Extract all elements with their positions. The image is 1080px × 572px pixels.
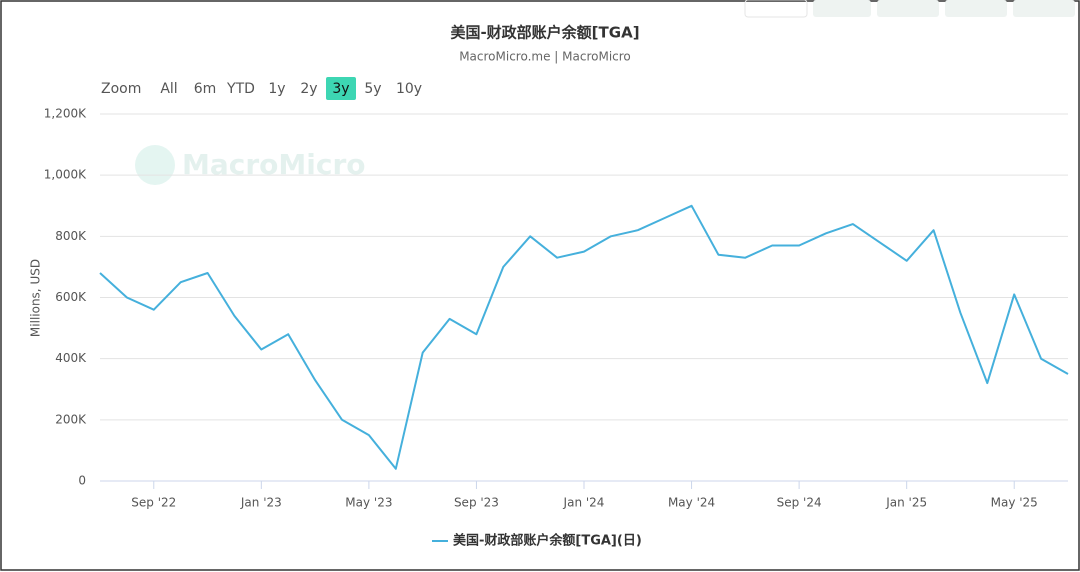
y-tick-label: 0 (78, 474, 86, 488)
y-axis-label: Millions, USD (29, 259, 43, 337)
y-tick-label: 800K (55, 229, 87, 243)
watermark: MacroMicro (182, 148, 366, 181)
x-tick-label: May '24 (668, 496, 715, 510)
x-tick-label: May '23 (345, 496, 392, 510)
range-button[interactable]: 2y (300, 81, 317, 97)
toolbar-button[interactable] (945, 0, 1007, 17)
x-tick-label: Sep '23 (454, 496, 499, 510)
legend-label[interactable]: 美国-财政部账户余额[TGA](日) (453, 533, 642, 549)
y-tick-label: 1,200K (44, 107, 87, 121)
y-tick-label: 1,000K (44, 168, 87, 182)
x-tick-label: Sep '24 (777, 496, 822, 510)
y-tick-label: 200K (55, 412, 87, 426)
toolbar-button[interactable] (1013, 0, 1075, 17)
x-tick-label: Jan '24 (563, 496, 605, 510)
range-button[interactable]: 5y (364, 81, 381, 97)
range-button[interactable]: All (160, 81, 177, 97)
range-button[interactable]: 3y (332, 81, 349, 97)
toolbar-button[interactable] (744, 0, 808, 18)
toolbar-button[interactable] (813, 0, 871, 17)
y-tick-label: 400K (55, 351, 87, 365)
range-button[interactable]: 6m (194, 81, 217, 97)
toolbar-button[interactable] (877, 0, 939, 17)
watermark-logo (135, 145, 175, 185)
range-button[interactable]: 1y (268, 81, 285, 97)
y-tick-label: 600K (55, 290, 87, 304)
series-line (99, 204, 1069, 470)
zoom-label: Zoom (101, 81, 141, 97)
range-button[interactable]: 10y (396, 81, 422, 97)
x-tick-label: May '25 (991, 496, 1038, 510)
range-button[interactable]: YTD (226, 81, 255, 97)
x-tick-label: Jan '23 (240, 496, 282, 510)
chart-subtitle: MacroMicro.me | MacroMicro (459, 50, 631, 64)
chart-title: 美国-财政部账户余额[TGA] (450, 24, 639, 42)
x-tick-label: Jan '25 (885, 496, 927, 510)
x-tick-label: Sep '22 (131, 496, 176, 510)
range-button-bg[interactable] (326, 77, 356, 100)
